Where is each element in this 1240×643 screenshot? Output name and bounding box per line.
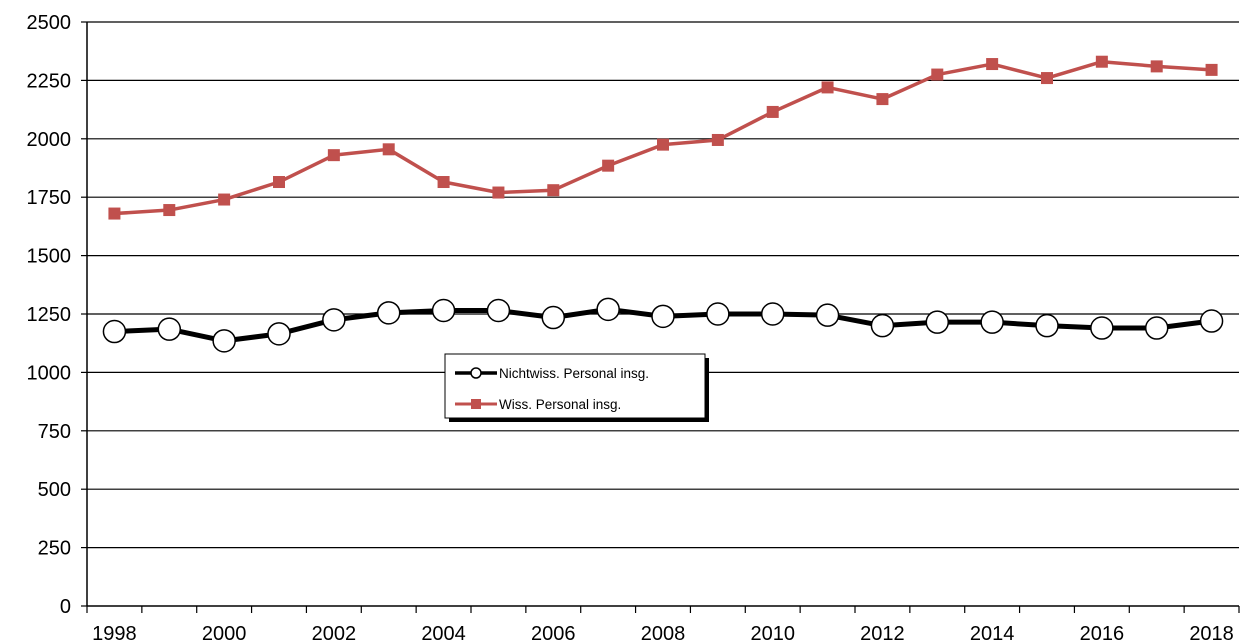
series-layer xyxy=(102,55,1224,353)
data-point-wiss xyxy=(766,105,779,118)
data-point-nichtwiss xyxy=(102,319,127,344)
data-point-wiss xyxy=(821,81,834,94)
data-point-wiss xyxy=(382,143,395,156)
x-tick-label: 2004 xyxy=(421,623,466,643)
data-point-nichtwiss xyxy=(541,305,566,330)
data-point-nichtwiss xyxy=(267,322,291,346)
x-tick-labels: 1998 2000 2002 2004 2006 2008 2010 2012 2014 2016… xyxy=(92,623,1234,643)
data-point-wiss xyxy=(108,207,121,220)
y-tick-label: 1000 xyxy=(27,362,72,384)
y-tick-label: 2250 xyxy=(27,70,72,92)
data-point-wiss xyxy=(1095,55,1108,68)
data-point-wiss xyxy=(273,176,285,189)
legend-label-wiss: Wiss. Personal insg. xyxy=(499,397,621,412)
gridlines xyxy=(87,21,1239,549)
x-tick-label: 2016 xyxy=(1080,623,1125,643)
x-tick-label: 2008 xyxy=(641,623,686,643)
data-point-wiss xyxy=(437,176,450,189)
x-tick-label: 2000 xyxy=(202,623,247,643)
data-point-nichtwiss xyxy=(980,310,1004,334)
data-point-nichtwiss xyxy=(1090,316,1114,340)
data-point-wiss xyxy=(163,204,176,217)
x-tick-label: 1998 xyxy=(92,623,137,643)
data-point-nichtwiss xyxy=(212,329,236,353)
data-point-wiss xyxy=(657,138,669,151)
data-point-wiss xyxy=(876,93,889,106)
data-point-nichtwiss xyxy=(376,301,401,325)
data-point-wiss xyxy=(711,133,724,146)
data-point-nichtwiss xyxy=(815,303,840,327)
data-point-nichtwiss xyxy=(651,304,675,329)
data-point-nichtwiss xyxy=(157,317,182,341)
data-point-nichtwiss xyxy=(322,308,346,332)
y-tick-label: 2500 xyxy=(27,12,72,34)
series-line-wiss xyxy=(114,59,1212,216)
x-tick-label: 2014 xyxy=(970,623,1015,643)
y-tick-label: 1750 xyxy=(27,187,72,209)
data-point-wiss xyxy=(931,68,944,81)
y-tick-label: 500 xyxy=(38,479,71,501)
legend-marker-wiss xyxy=(471,399,481,409)
data-point-nichtwiss xyxy=(870,313,895,338)
x-tick-label: 2018 xyxy=(1189,623,1234,643)
x-tick-label: 2002 xyxy=(312,623,357,643)
data-point-nichtwiss xyxy=(596,297,620,322)
data-point-wiss xyxy=(327,149,340,162)
data-point-nichtwiss xyxy=(1035,313,1059,338)
y-tick-labels: 0 250 500 750 1000 1250 1500 1750 2000 2250 2500 xyxy=(27,12,72,618)
legend-marker-nichtwiss xyxy=(470,367,482,379)
data-point-wiss xyxy=(986,58,999,71)
data-point-wiss xyxy=(602,159,615,172)
data-point-wiss xyxy=(1150,60,1163,73)
y-tick-label: 1250 xyxy=(27,304,72,326)
x-tick-label: 2006 xyxy=(531,623,576,643)
data-point-wiss xyxy=(547,184,560,197)
data-point-nichtwiss xyxy=(925,310,950,334)
legend: Nichtwiss. Personal insg. Wiss. Personal… xyxy=(444,353,709,422)
data-point-nichtwiss xyxy=(1199,309,1224,333)
data-point-nichtwiss xyxy=(760,302,785,326)
data-point-wiss xyxy=(1041,72,1053,85)
y-tick-label: 0 xyxy=(60,596,71,618)
legend-box xyxy=(444,353,706,419)
data-point-wiss xyxy=(218,193,231,206)
data-point-wiss xyxy=(1205,63,1218,76)
y-tick-label: 250 xyxy=(38,538,71,560)
data-point-nichtwiss xyxy=(486,298,511,323)
data-point-wiss xyxy=(492,186,505,199)
y-tick-label: 2000 xyxy=(27,129,72,151)
data-point-nichtwiss xyxy=(706,302,730,326)
data-point-nichtwiss xyxy=(1144,316,1169,340)
x-tick-label: 2010 xyxy=(750,623,795,643)
axes xyxy=(81,21,1240,613)
y-tick-label: 1500 xyxy=(27,246,72,268)
y-tick-label: 750 xyxy=(38,421,71,443)
data-point-nichtwiss xyxy=(431,298,456,323)
legend-label-nichtwiss: Nichtwiss. Personal insg. xyxy=(499,366,649,381)
x-tick-label: 2012 xyxy=(860,623,905,643)
